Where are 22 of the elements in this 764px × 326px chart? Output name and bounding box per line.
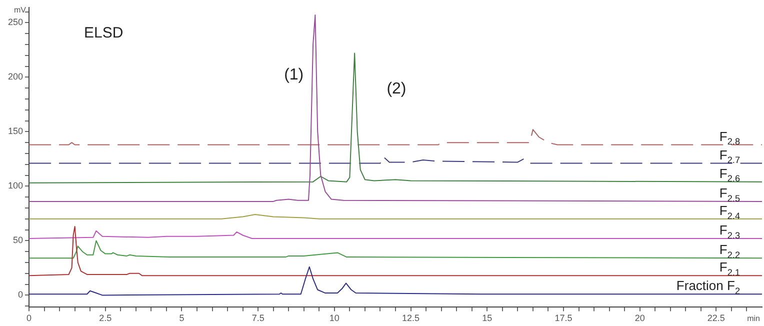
x-axis-title: min <box>747 314 760 324</box>
x-tick-label: 17.5 <box>554 313 572 324</box>
x-tick-label: 12.5 <box>402 313 420 324</box>
x-tick-label: 10 <box>329 313 340 324</box>
x-tick-label: 2.5 <box>99 313 112 324</box>
y-tick-label: 150 <box>8 126 23 136</box>
y-axis-title: mV <box>14 5 27 14</box>
annotation: ELSD <box>84 24 124 42</box>
y-tick-label: 0 <box>18 290 23 300</box>
annotation: (2) <box>386 80 406 98</box>
annotation: (1) <box>284 66 304 84</box>
x-tick-label: 5 <box>179 313 184 324</box>
y-tick-label: 200 <box>8 72 23 82</box>
y-tick-label: 250 <box>8 17 23 28</box>
x-tick-label: 20 <box>634 313 645 324</box>
y-tick-label: 100 <box>8 180 23 191</box>
x-tick-label: 22.5 <box>707 313 725 324</box>
y-tick-label: 50 <box>12 235 23 246</box>
x-tick-label: 0 <box>26 313 32 324</box>
x-tick-label: 7.5 <box>252 313 264 324</box>
x-tick-label: 15 <box>482 313 492 324</box>
line-series <box>29 129 762 146</box>
